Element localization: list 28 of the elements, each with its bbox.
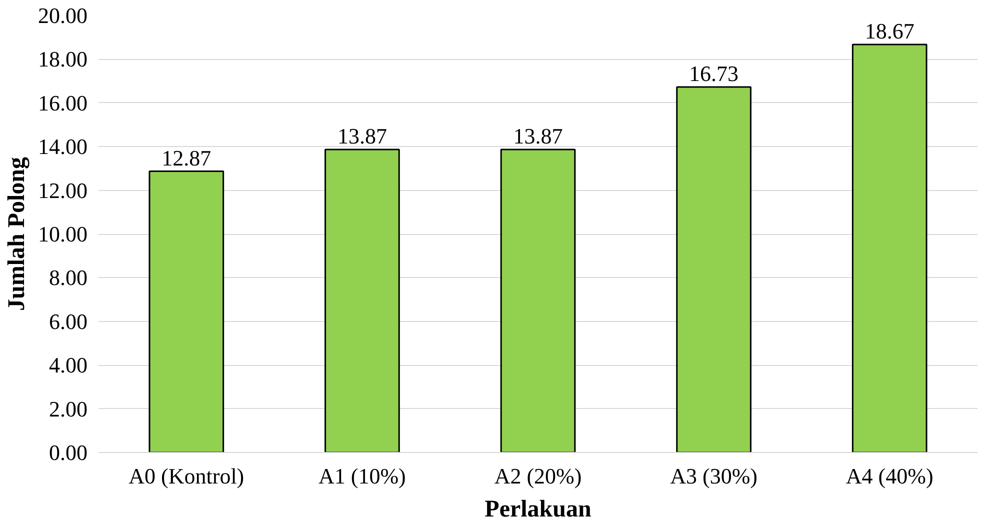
y-tick-label: 4.00 [49, 352, 88, 378]
bar [148, 170, 224, 452]
y-tick-label: 0.00 [49, 440, 88, 465]
y-tick-label: 20.00 [38, 3, 88, 28]
bar [324, 148, 400, 452]
x-tick-label: A1 (10%) [318, 464, 406, 488]
x-tick-label: A4 (40%) [846, 464, 934, 488]
x-axis-title: Perlakuan [484, 496, 592, 522]
y-tick-label: 10.00 [38, 222, 88, 246]
y-tick-label: 8.00 [49, 265, 88, 290]
y-tick-label: 16.00 [38, 90, 88, 116]
x-tick-label: A0 (Kontrol) [128, 464, 244, 488]
x-tick-label: A2 (20%) [494, 464, 582, 488]
bar [852, 44, 928, 452]
data-label: 12.87 [162, 145, 212, 170]
y-axis-title: Jumlah Polong [4, 156, 30, 312]
y-tick-label: 12.00 [38, 178, 88, 203]
y-tick-label: 18.00 [38, 46, 88, 72]
data-label: 18.67 [864, 18, 914, 44]
data-label: 16.73 [689, 60, 739, 86]
data-label: 13.87 [337, 123, 387, 148]
y-tick-label: 6.00 [49, 308, 88, 334]
bar [676, 86, 752, 452]
x-tick-label: A3 (30%) [670, 464, 758, 488]
y-tick-label: 14.00 [38, 134, 88, 160]
data-label: 13.87 [513, 123, 563, 148]
bar [500, 148, 576, 452]
y-tick-label: 2.00 [49, 396, 88, 422]
